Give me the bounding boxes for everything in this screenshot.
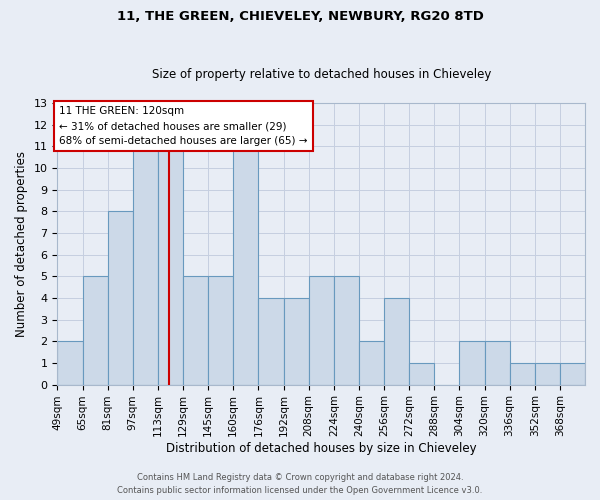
Text: 11, THE GREEN, CHIEVELEY, NEWBURY, RG20 8TD: 11, THE GREEN, CHIEVELEY, NEWBURY, RG20 …: [116, 10, 484, 23]
Y-axis label: Number of detached properties: Number of detached properties: [15, 151, 28, 337]
Bar: [133, 146, 158, 384]
Bar: [384, 298, 409, 384]
Text: Contains HM Land Registry data © Crown copyright and database right 2024.
Contai: Contains HM Land Registry data © Crown c…: [118, 474, 482, 495]
Bar: [560, 363, 585, 384]
Bar: [58, 342, 83, 384]
Bar: [284, 298, 308, 384]
X-axis label: Distribution of detached houses by size in Chieveley: Distribution of detached houses by size …: [166, 442, 476, 455]
Bar: [308, 276, 334, 384]
Bar: [83, 276, 107, 384]
Bar: [460, 342, 485, 384]
Bar: [535, 363, 560, 384]
Text: 11 THE GREEN: 120sqm
← 31% of detached houses are smaller (29)
68% of semi-detac: 11 THE GREEN: 120sqm ← 31% of detached h…: [59, 106, 307, 146]
Bar: [259, 298, 284, 384]
Bar: [158, 146, 183, 384]
Bar: [485, 342, 509, 384]
Bar: [409, 363, 434, 384]
Bar: [509, 363, 535, 384]
Bar: [107, 212, 133, 384]
Title: Size of property relative to detached houses in Chieveley: Size of property relative to detached ho…: [152, 68, 491, 81]
Bar: [233, 146, 259, 384]
Bar: [334, 276, 359, 384]
Bar: [183, 276, 208, 384]
Bar: [359, 342, 384, 384]
Bar: [208, 276, 233, 384]
